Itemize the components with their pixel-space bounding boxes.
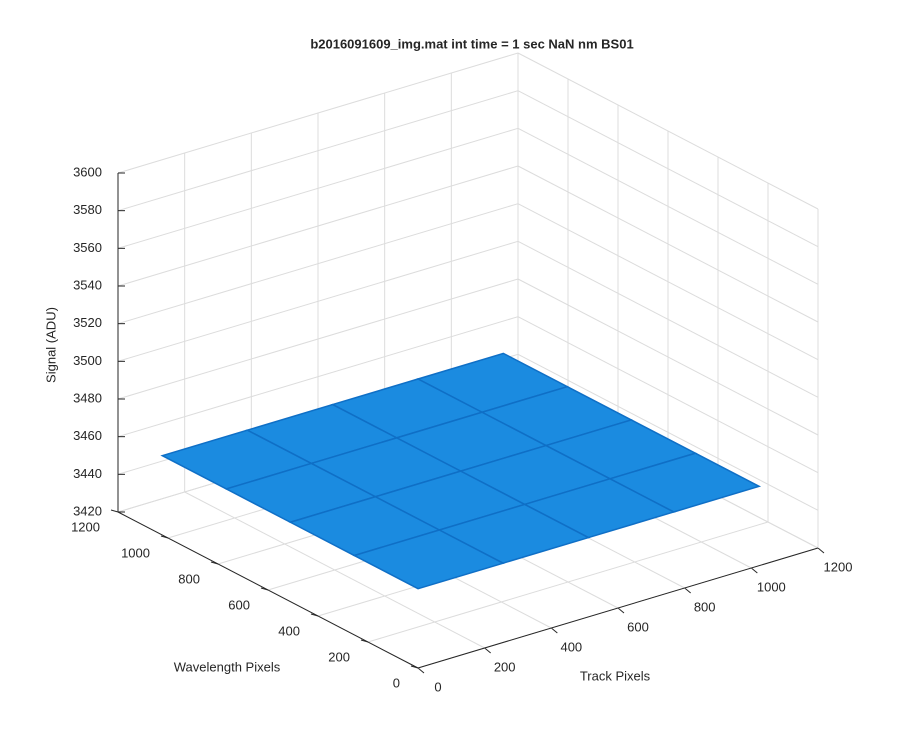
x-tick bbox=[751, 567, 758, 574]
z-tick-label: 3460 bbox=[73, 428, 102, 443]
grid-line bbox=[117, 165, 519, 287]
x-tick bbox=[484, 647, 491, 654]
grid-line bbox=[517, 353, 819, 511]
x-tick-label: 200 bbox=[494, 659, 516, 674]
chart-title: b2016091609_img.mat int time = 1 sec NaN… bbox=[310, 36, 633, 51]
x-tick-label: 1000 bbox=[757, 579, 786, 594]
x-tick bbox=[817, 547, 825, 554]
y-tick-label: 800 bbox=[178, 571, 200, 586]
y-tick-label: 1000 bbox=[121, 545, 150, 560]
y-tick-label: 400 bbox=[278, 623, 300, 638]
x-tick bbox=[617, 607, 625, 614]
x-tick-label: 600 bbox=[627, 619, 649, 634]
z-tick-label: 3580 bbox=[73, 202, 102, 217]
grid-line bbox=[517, 316, 819, 474]
z-tick-label: 3560 bbox=[73, 240, 102, 255]
grid-line bbox=[117, 127, 519, 249]
x-tick bbox=[684, 587, 691, 594]
x-axis-label: Track Pixels bbox=[580, 668, 651, 683]
surface-patch bbox=[352, 529, 506, 590]
grid-line bbox=[517, 165, 819, 323]
x-tick-label: 0 bbox=[434, 679, 441, 694]
y-tick-label: 0 bbox=[393, 675, 400, 690]
y-axis bbox=[117, 511, 419, 669]
x-tick-label: 800 bbox=[694, 599, 716, 614]
z-tick-label: 3500 bbox=[73, 353, 102, 368]
grid-line bbox=[517, 278, 819, 436]
z-axis-label: Signal (ADU) bbox=[43, 307, 58, 383]
grid-line bbox=[517, 203, 819, 361]
z-tick-label: 3480 bbox=[73, 390, 102, 405]
grid-line bbox=[117, 52, 519, 174]
grid-line bbox=[117, 316, 519, 438]
grid-line bbox=[517, 52, 819, 210]
grid-line bbox=[117, 90, 519, 212]
y-tick-label: 1200 bbox=[71, 519, 100, 534]
grid-line bbox=[517, 240, 819, 398]
z-tick-label: 3440 bbox=[73, 466, 102, 481]
x-tick bbox=[551, 627, 558, 634]
z-tick-label: 3520 bbox=[73, 315, 102, 330]
x-axis bbox=[417, 547, 819, 669]
z-tick-label: 3420 bbox=[73, 503, 102, 518]
y-tick-label: 200 bbox=[328, 649, 350, 664]
grid-line bbox=[117, 203, 519, 325]
y-tick bbox=[110, 509, 119, 513]
grid-line bbox=[517, 90, 819, 248]
x-tick-label: 400 bbox=[560, 639, 582, 654]
z-tick-label: 3540 bbox=[73, 277, 102, 292]
grid-line bbox=[117, 278, 519, 400]
grid-line bbox=[517, 127, 819, 285]
z-tick-label: 3600 bbox=[73, 164, 102, 179]
x-tick bbox=[417, 667, 425, 674]
y-tick-label: 600 bbox=[228, 597, 250, 612]
x-tick-label: 1200 bbox=[824, 559, 853, 574]
y-axis-label: Wavelength Pixels bbox=[174, 659, 281, 674]
grid-line bbox=[367, 521, 769, 643]
grid-line bbox=[117, 240, 519, 362]
